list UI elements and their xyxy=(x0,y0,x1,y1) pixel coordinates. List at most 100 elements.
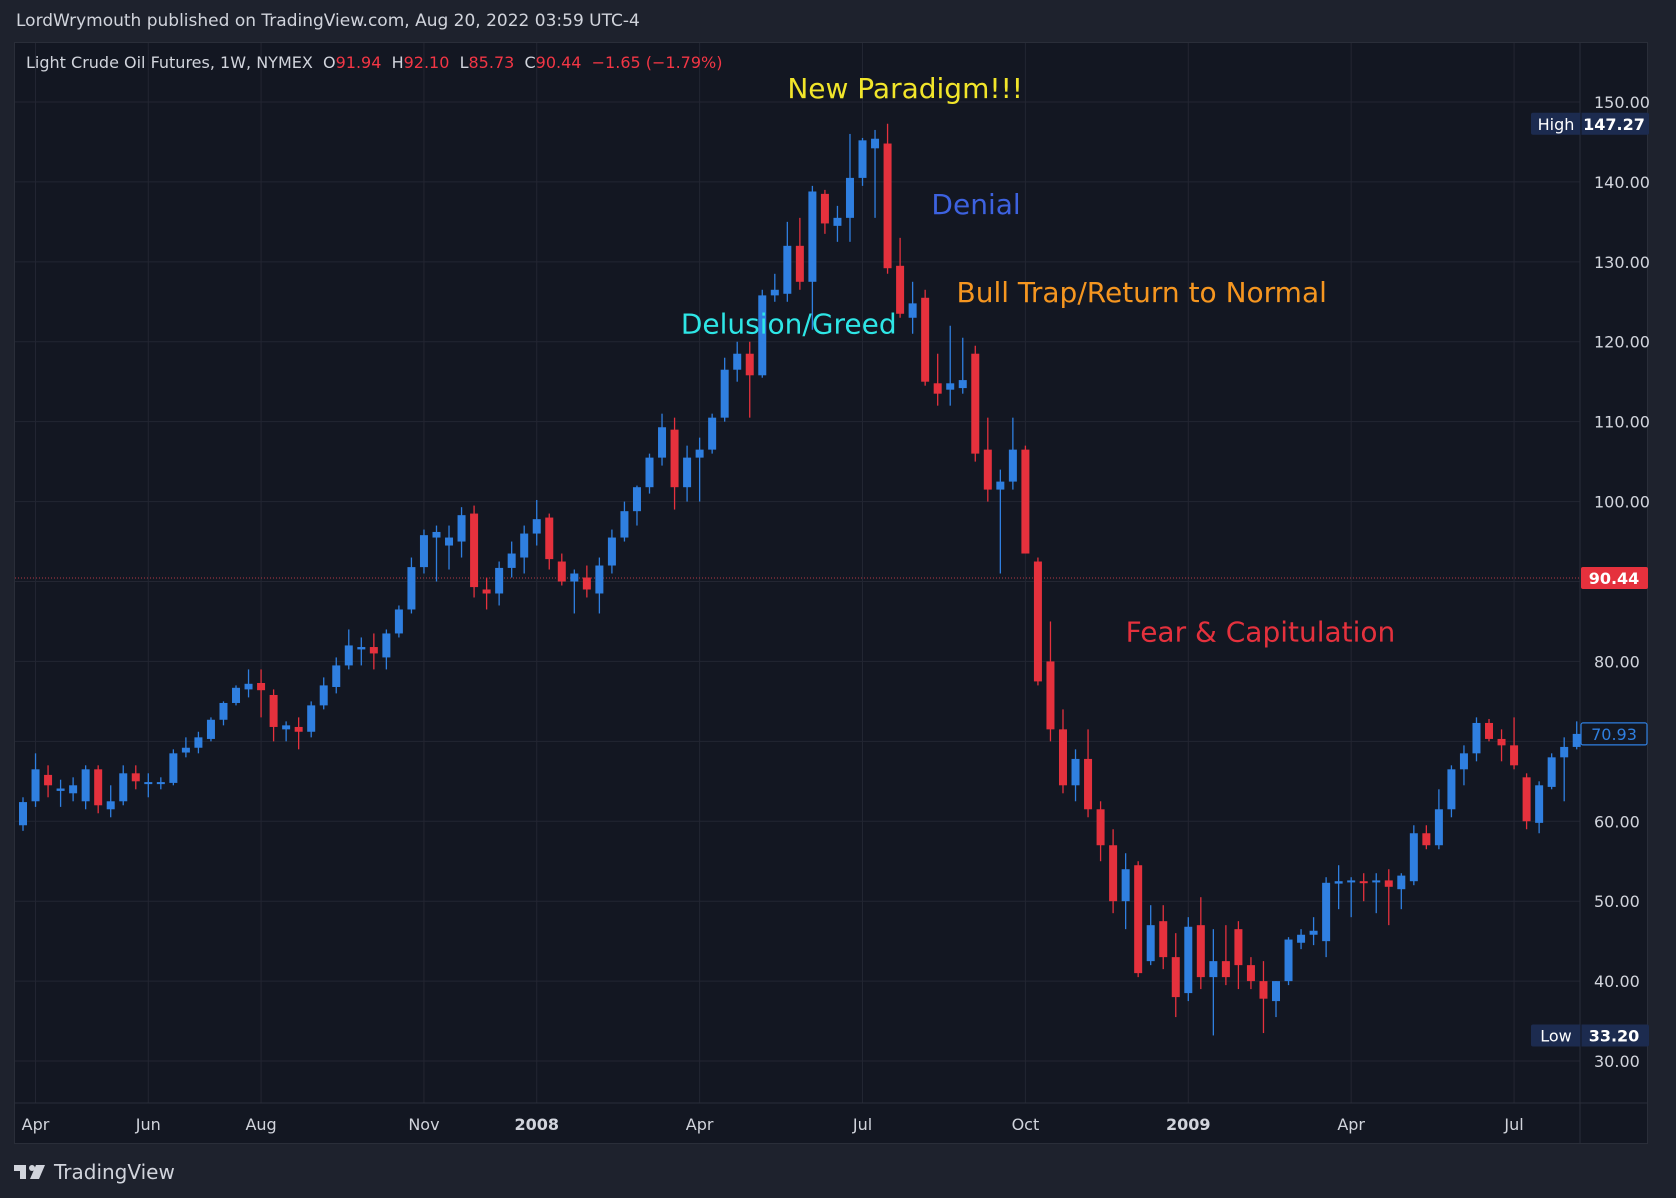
candle-body[interactable] xyxy=(369,647,378,654)
candle-body[interactable] xyxy=(495,567,504,594)
candle-body[interactable] xyxy=(1297,934,1306,943)
candle-body[interactable] xyxy=(670,429,679,488)
candle-body[interactable] xyxy=(632,487,641,512)
candle-body[interactable] xyxy=(1234,929,1243,966)
candle-body[interactable] xyxy=(319,685,328,706)
candle-body[interactable] xyxy=(69,785,78,794)
candle-body[interactable] xyxy=(31,769,40,802)
candle-body[interactable] xyxy=(156,782,165,785)
candle-body[interactable] xyxy=(1058,729,1067,786)
candle-body[interactable] xyxy=(407,567,416,610)
candle-body[interactable] xyxy=(745,353,754,376)
candle-body[interactable] xyxy=(1146,925,1155,962)
candle-body[interactable] xyxy=(1547,757,1556,787)
candle-body[interactable] xyxy=(457,515,466,542)
candle-body[interactable] xyxy=(81,769,90,802)
candle-body[interactable] xyxy=(206,719,215,739)
candle-body[interactable] xyxy=(1071,758,1080,786)
candle-body[interactable] xyxy=(620,511,629,538)
candle-body[interactable] xyxy=(933,383,942,394)
candle-body[interactable] xyxy=(1409,833,1418,882)
candle-body[interactable] xyxy=(1472,722,1481,754)
candle-body[interactable] xyxy=(532,519,541,534)
candle-body[interactable] xyxy=(1246,965,1255,982)
candle-body[interactable] xyxy=(783,245,792,294)
annotation-text[interactable]: Delusion/Greed xyxy=(681,308,897,341)
candle-body[interactable] xyxy=(181,747,190,753)
chart-panel[interactable] xyxy=(14,42,1648,1144)
candle-body[interactable] xyxy=(795,245,804,282)
candle-body[interactable] xyxy=(44,774,53,786)
candle-body[interactable] xyxy=(1221,961,1230,978)
candle-body[interactable] xyxy=(1084,758,1093,810)
candle-body[interactable] xyxy=(169,753,178,783)
candle-body[interactable] xyxy=(1109,845,1118,902)
candle-body[interactable] xyxy=(1171,957,1180,998)
candle-body[interactable] xyxy=(1372,880,1381,883)
candle-body[interactable] xyxy=(1397,875,1406,890)
candle-body[interactable] xyxy=(1322,882,1331,942)
candle-body[interactable] xyxy=(1309,930,1318,935)
candle-body[interactable] xyxy=(19,802,27,826)
candle-body[interactable] xyxy=(1184,926,1193,994)
annotation-text[interactable]: Bull Trap/Return to Normal xyxy=(956,276,1326,309)
candle-body[interactable] xyxy=(908,303,917,318)
candle-body[interactable] xyxy=(858,140,867,178)
candle-body[interactable] xyxy=(983,449,992,490)
candle-body[interactable] xyxy=(1522,777,1531,822)
candle-body[interactable] xyxy=(557,561,566,582)
candle-body[interactable] xyxy=(595,565,604,594)
candle-body[interactable] xyxy=(808,191,817,282)
candle-body[interactable] xyxy=(119,773,128,802)
candle-body[interactable] xyxy=(758,295,767,376)
candle-body[interactable] xyxy=(1359,881,1368,884)
candle-body[interactable] xyxy=(1384,880,1393,887)
candle-body[interactable] xyxy=(282,725,291,730)
candle-body[interactable] xyxy=(294,726,303,732)
candle-body[interactable] xyxy=(307,705,316,732)
candle-body[interactable] xyxy=(470,513,479,588)
candle-body[interactable] xyxy=(958,380,967,389)
candle-body[interactable] xyxy=(219,702,228,720)
candle-body[interactable] xyxy=(607,537,616,566)
candle-body[interactable] xyxy=(720,369,729,418)
candle-body[interactable] xyxy=(1259,981,1268,999)
annotation-text[interactable]: Fear & Capitulation xyxy=(1126,615,1396,648)
candle-body[interactable] xyxy=(1033,561,1042,682)
candle-body[interactable] xyxy=(56,788,65,791)
candle-body[interactable] xyxy=(833,217,842,226)
candle-body[interactable] xyxy=(1497,738,1506,746)
candle-body[interactable] xyxy=(896,265,905,314)
candle-body[interactable] xyxy=(1572,733,1581,747)
candle-body[interactable] xyxy=(1485,722,1494,739)
candle-body[interactable] xyxy=(1434,809,1443,846)
candle-body[interactable] xyxy=(1008,449,1017,482)
candle-body[interactable] xyxy=(1021,449,1030,554)
candle-body[interactable] xyxy=(658,427,667,458)
candle-body[interactable] xyxy=(1560,746,1569,758)
candle-body[interactable] xyxy=(357,647,366,650)
candle-body[interactable] xyxy=(883,143,892,269)
candle-body[interactable] xyxy=(695,449,704,458)
candle-body[interactable] xyxy=(432,531,441,538)
annotation-text[interactable]: New Paradigm!!! xyxy=(787,72,1023,105)
candle-body[interactable] xyxy=(520,533,529,558)
candle-body[interactable] xyxy=(1272,981,1280,1002)
candle-body[interactable] xyxy=(244,683,253,690)
symbol-name[interactable]: Light Crude Oil Futures, 1W, NYMEX xyxy=(26,53,313,72)
candle-body[interactable] xyxy=(845,177,854,218)
candle-body[interactable] xyxy=(1134,865,1143,974)
candle-body[interactable] xyxy=(1510,745,1519,766)
candle-body[interactable] xyxy=(971,353,980,454)
candle-body[interactable] xyxy=(1046,661,1055,730)
candle-body[interactable] xyxy=(1422,833,1431,846)
candle-body[interactable] xyxy=(394,609,403,634)
candle-body[interactable] xyxy=(507,553,516,568)
candle-body[interactable] xyxy=(820,193,829,224)
tradingview-logo[interactable]: TradingView xyxy=(14,1160,175,1184)
candle-body[interactable] xyxy=(194,737,203,748)
candle-body[interactable] xyxy=(269,694,278,727)
candle-body[interactable] xyxy=(645,457,654,488)
candle-body[interactable] xyxy=(131,773,140,782)
candle-body[interactable] xyxy=(94,769,103,806)
